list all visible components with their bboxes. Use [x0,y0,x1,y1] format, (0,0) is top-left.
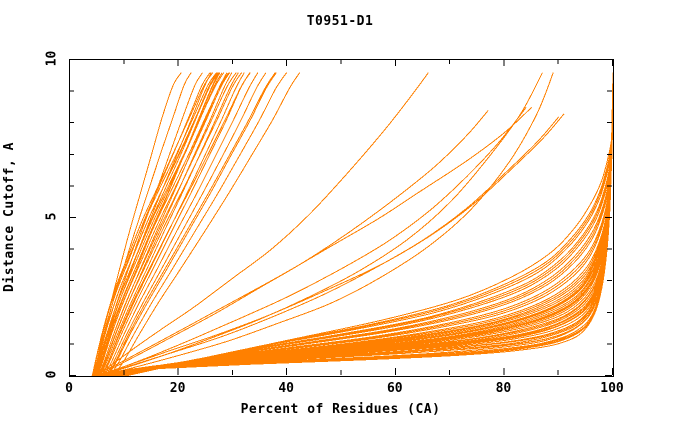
data-curve [92,72,211,376]
y-tick-label: 0 [44,370,60,379]
x-tick-label: 20 [169,381,186,396]
page-title: T0951-D1 [306,14,374,29]
y-tick-label: 5 [44,212,60,221]
data-curves [91,72,613,376]
data-curve [105,72,267,376]
data-curve [94,72,429,376]
data-curve [95,72,613,376]
data-curve [101,72,251,376]
x-tick-label: 100 [600,381,624,396]
data-curve [109,72,288,376]
data-curve [92,72,613,376]
x-axis-title: Percent of Residues (CA) [240,402,441,417]
data-curve [102,72,613,376]
plot-area [69,59,614,377]
data-curve [106,72,276,376]
data-curve [93,72,220,376]
data-curve [92,72,613,376]
data-curve [92,72,182,376]
x-tick-label: 80 [495,381,512,396]
data-curve [99,72,239,376]
data-curve [103,72,259,376]
data-curve [99,72,554,376]
data-curve [93,107,532,376]
data-curve [96,113,565,376]
data-curve [97,116,560,376]
data-curve [94,72,225,376]
data-curve [99,72,243,376]
data-curve [95,107,527,376]
data-curve [107,72,277,376]
x-tick-label: 60 [386,381,403,396]
data-curve [92,72,218,376]
data-curve [97,72,231,376]
data-curve [96,72,229,376]
y-tick-label: 10 [44,50,60,67]
x-tick-label: 40 [278,381,295,396]
data-curve [98,72,237,376]
data-curve [102,72,251,376]
data-curve [125,72,613,376]
data-curve [96,72,221,376]
x-tick-label: 0 [65,381,73,396]
data-curve [113,72,301,376]
y-axis-title: Distance Cutoff, A [2,142,17,292]
